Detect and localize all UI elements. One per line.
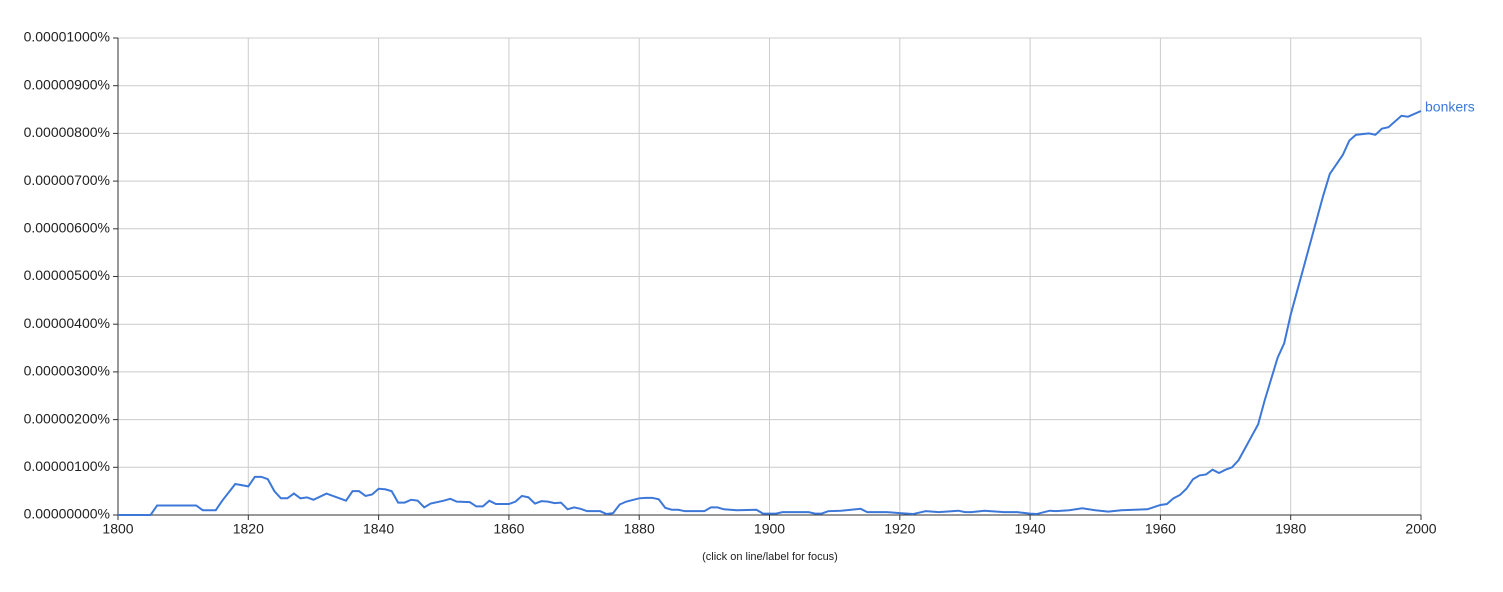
y-tick-label: 0.00000900%	[24, 76, 110, 92]
line	[118, 110, 1422, 516]
x-tick-label: 1800	[102, 521, 133, 537]
x-tick-label: 1820	[233, 521, 264, 537]
series-label: bonkers	[1425, 99, 1475, 115]
y-tick-label: 0.00001000%	[24, 29, 110, 45]
y-tick-label: 0.00000200%	[24, 410, 110, 426]
y-tick-label: 0.00000600%	[24, 220, 110, 236]
y-tick-label: 0.00000000%	[24, 506, 110, 522]
x-tick-label: 1900	[754, 521, 785, 537]
x-tick-label: 1980	[1275, 521, 1306, 537]
x-tick-label: 1920	[884, 521, 915, 537]
y-tick-label: 0.00000500%	[24, 267, 110, 283]
y-tick-label: 0.00000700%	[24, 172, 110, 188]
x-tick-label: 1960	[1145, 521, 1176, 537]
y-tick-label: 0.00000300%	[24, 363, 110, 379]
y-tick-label: 0.00000100%	[24, 458, 110, 474]
y-tick-label: 0.00000800%	[24, 124, 110, 140]
focus-note: (click on line/label for focus)	[702, 551, 838, 563]
x-tick-label: 1880	[624, 521, 655, 537]
x-tick-label: 1940	[1015, 521, 1046, 537]
x-tick-label: 1840	[363, 521, 394, 537]
x-tick-label: 2000	[1405, 521, 1436, 537]
y-tick-label: 0.00000400%	[24, 315, 110, 331]
x-tick-label: 1860	[493, 521, 524, 537]
